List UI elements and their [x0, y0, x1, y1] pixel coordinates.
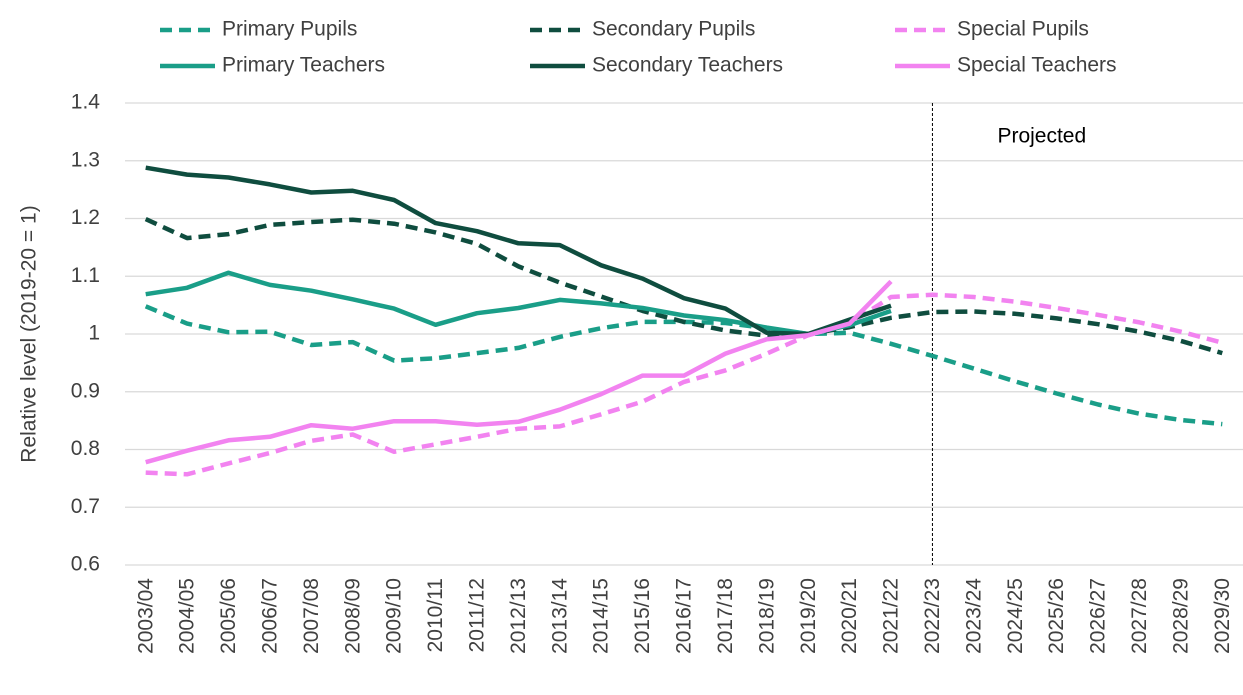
x-tick-label: 2029/30: [1211, 578, 1234, 654]
x-tick-label: 2011/12: [466, 578, 489, 652]
x-tick-label: 2005/06: [217, 578, 240, 654]
x-tick-label: 2023/24: [962, 578, 985, 654]
y-tick-label: 1.3: [71, 148, 100, 171]
x-tick-label: 2022/23: [921, 578, 944, 654]
y-tick-label: 1.2: [71, 206, 100, 229]
y-tick-label: 0.7: [71, 495, 100, 518]
x-tick-label: 2017/18: [714, 578, 737, 654]
y-tick-label: 0.8: [71, 437, 100, 460]
legend-label: Special Teachers: [957, 54, 1117, 77]
x-tick-label: 2019/20: [797, 578, 820, 654]
x-tick-label: 2003/04: [134, 578, 157, 654]
series-line: [145, 279, 893, 465]
x-tick-label: 2008/09: [341, 578, 364, 654]
legend-label: Special Pupils: [957, 18, 1089, 41]
series-line: [145, 165, 892, 337]
y-tick-label: 1.1: [71, 264, 100, 287]
x-tick-label: 2013/14: [548, 578, 571, 654]
x-tick-label: 2006/07: [258, 578, 281, 654]
x-tick-label: 2014/15: [590, 578, 613, 654]
legend-label: Primary Pupils: [222, 18, 357, 41]
y-tick-label: 1: [88, 322, 100, 345]
x-tick-label: 2025/26: [1045, 578, 1068, 654]
series-line: [145, 292, 1223, 477]
x-tick-label: 2015/16: [631, 578, 654, 654]
legend-label: Secondary Teachers: [592, 54, 783, 77]
series-line: [145, 270, 892, 337]
y-tick-label: 0.6: [71, 553, 100, 576]
x-tick-label: 2024/25: [1004, 578, 1027, 654]
annotation: Projected: [997, 125, 1086, 148]
x-tick-label: 2026/27: [1087, 578, 1110, 654]
x-tick-label: 2007/08: [300, 578, 323, 654]
x-tick-label: 2028/29: [1169, 578, 1192, 654]
legend-label: Secondary Pupils: [592, 18, 755, 41]
series-line: [144, 217, 1223, 356]
y-tick-label: 0.9: [71, 379, 100, 402]
x-tick-label: 2009/10: [383, 578, 406, 654]
x-tick-label: 2012/13: [507, 578, 530, 654]
x-tick-label: 2021/22: [880, 578, 903, 654]
x-tick-label: 2016/17: [673, 578, 696, 654]
legend-label: Primary Teachers: [222, 54, 385, 77]
y-axis-title: Relative level (2019-20 = 1): [18, 205, 41, 462]
x-tick-label: 2027/28: [1128, 578, 1151, 654]
x-tick-label: 2018/19: [755, 578, 778, 654]
x-tick-label: 2020/21: [838, 578, 861, 654]
y-tick-label: 1.4: [71, 91, 101, 114]
x-tick-label: 2010/11: [424, 578, 447, 652]
x-tick-label: 2004/05: [176, 578, 199, 654]
